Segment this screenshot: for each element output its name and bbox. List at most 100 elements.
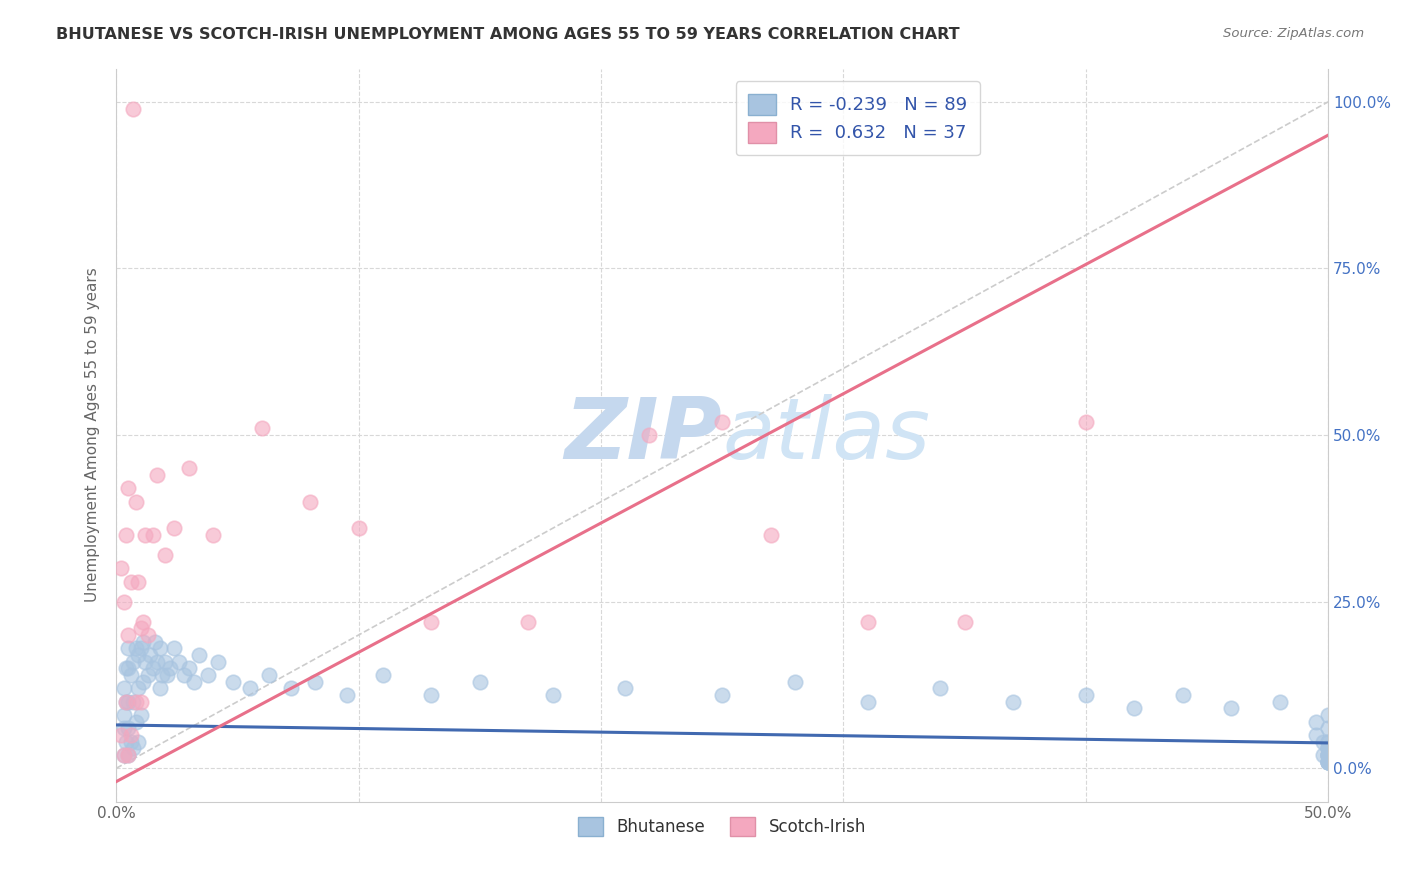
Point bbox=[250, 421, 273, 435]
Point bbox=[143, 634, 166, 648]
Point bbox=[112, 721, 135, 735]
Point bbox=[304, 674, 326, 689]
Point bbox=[1305, 728, 1327, 742]
Point bbox=[187, 648, 209, 662]
Point bbox=[129, 695, 152, 709]
Point bbox=[1317, 755, 1340, 769]
Point bbox=[1317, 708, 1340, 723]
Point bbox=[127, 681, 149, 696]
Point bbox=[122, 741, 145, 756]
Point bbox=[112, 747, 135, 762]
Point bbox=[122, 102, 145, 116]
Point bbox=[1317, 741, 1340, 756]
Point bbox=[153, 655, 176, 669]
Point bbox=[132, 674, 155, 689]
Legend: Bhutanese, Scotch-Irish: Bhutanese, Scotch-Irish bbox=[569, 809, 875, 845]
Point bbox=[117, 481, 139, 495]
Point bbox=[929, 681, 952, 696]
Point bbox=[115, 734, 138, 748]
Point bbox=[1123, 701, 1146, 715]
Point bbox=[1312, 747, 1334, 762]
Point bbox=[1305, 714, 1327, 729]
Point bbox=[142, 528, 165, 542]
Point bbox=[197, 668, 219, 682]
Point bbox=[117, 695, 139, 709]
Point bbox=[1317, 734, 1340, 748]
Point bbox=[117, 661, 139, 675]
Point bbox=[1317, 747, 1340, 762]
Point bbox=[759, 528, 782, 542]
Point bbox=[112, 594, 135, 608]
Point bbox=[856, 615, 879, 629]
Point bbox=[129, 708, 152, 723]
Point bbox=[169, 655, 191, 669]
Point bbox=[136, 668, 159, 682]
Point bbox=[124, 714, 146, 729]
Point bbox=[280, 681, 302, 696]
Point bbox=[115, 695, 138, 709]
Point bbox=[1317, 741, 1340, 756]
Point bbox=[347, 521, 370, 535]
Point bbox=[335, 688, 357, 702]
Point bbox=[257, 668, 280, 682]
Point bbox=[1317, 747, 1340, 762]
Point bbox=[1317, 741, 1340, 756]
Point bbox=[127, 648, 149, 662]
Point bbox=[127, 574, 149, 589]
Point bbox=[299, 494, 322, 508]
Point bbox=[134, 528, 156, 542]
Point bbox=[112, 747, 135, 762]
Point bbox=[468, 674, 491, 689]
Point bbox=[120, 668, 142, 682]
Point bbox=[146, 655, 169, 669]
Point bbox=[129, 621, 152, 635]
Point bbox=[1317, 734, 1340, 748]
Point bbox=[173, 668, 195, 682]
Point bbox=[117, 641, 139, 656]
Point bbox=[124, 641, 146, 656]
Point bbox=[115, 695, 138, 709]
Point bbox=[1074, 415, 1097, 429]
Point bbox=[112, 708, 135, 723]
Point bbox=[1317, 747, 1340, 762]
Point bbox=[177, 661, 200, 675]
Point bbox=[1074, 688, 1097, 702]
Point bbox=[117, 747, 139, 762]
Point bbox=[124, 494, 146, 508]
Point bbox=[149, 681, 172, 696]
Point bbox=[1002, 695, 1025, 709]
Point bbox=[1312, 734, 1334, 748]
Point bbox=[150, 668, 173, 682]
Point bbox=[117, 721, 139, 735]
Point bbox=[122, 655, 145, 669]
Point bbox=[156, 668, 179, 682]
Point bbox=[183, 674, 205, 689]
Point bbox=[1317, 747, 1340, 762]
Point bbox=[1317, 755, 1340, 769]
Point bbox=[127, 734, 149, 748]
Point bbox=[117, 628, 139, 642]
Point bbox=[110, 561, 132, 575]
Point bbox=[134, 655, 156, 669]
Point bbox=[146, 468, 169, 483]
Point bbox=[1317, 747, 1340, 762]
Point bbox=[783, 674, 806, 689]
Point bbox=[120, 734, 142, 748]
Point bbox=[120, 574, 142, 589]
Point bbox=[117, 747, 139, 762]
Y-axis label: Unemployment Among Ages 55 to 59 years: Unemployment Among Ages 55 to 59 years bbox=[86, 268, 100, 602]
Point bbox=[541, 688, 564, 702]
Text: Source: ZipAtlas.com: Source: ZipAtlas.com bbox=[1223, 27, 1364, 40]
Point bbox=[1317, 755, 1340, 769]
Point bbox=[953, 615, 976, 629]
Text: ZIP: ZIP bbox=[565, 393, 723, 476]
Point bbox=[129, 641, 152, 656]
Point bbox=[139, 648, 162, 662]
Point bbox=[517, 615, 540, 629]
Point bbox=[142, 661, 165, 675]
Point bbox=[420, 688, 443, 702]
Point bbox=[1317, 721, 1340, 735]
Point bbox=[163, 641, 186, 656]
Point bbox=[239, 681, 262, 696]
Point bbox=[120, 728, 142, 742]
